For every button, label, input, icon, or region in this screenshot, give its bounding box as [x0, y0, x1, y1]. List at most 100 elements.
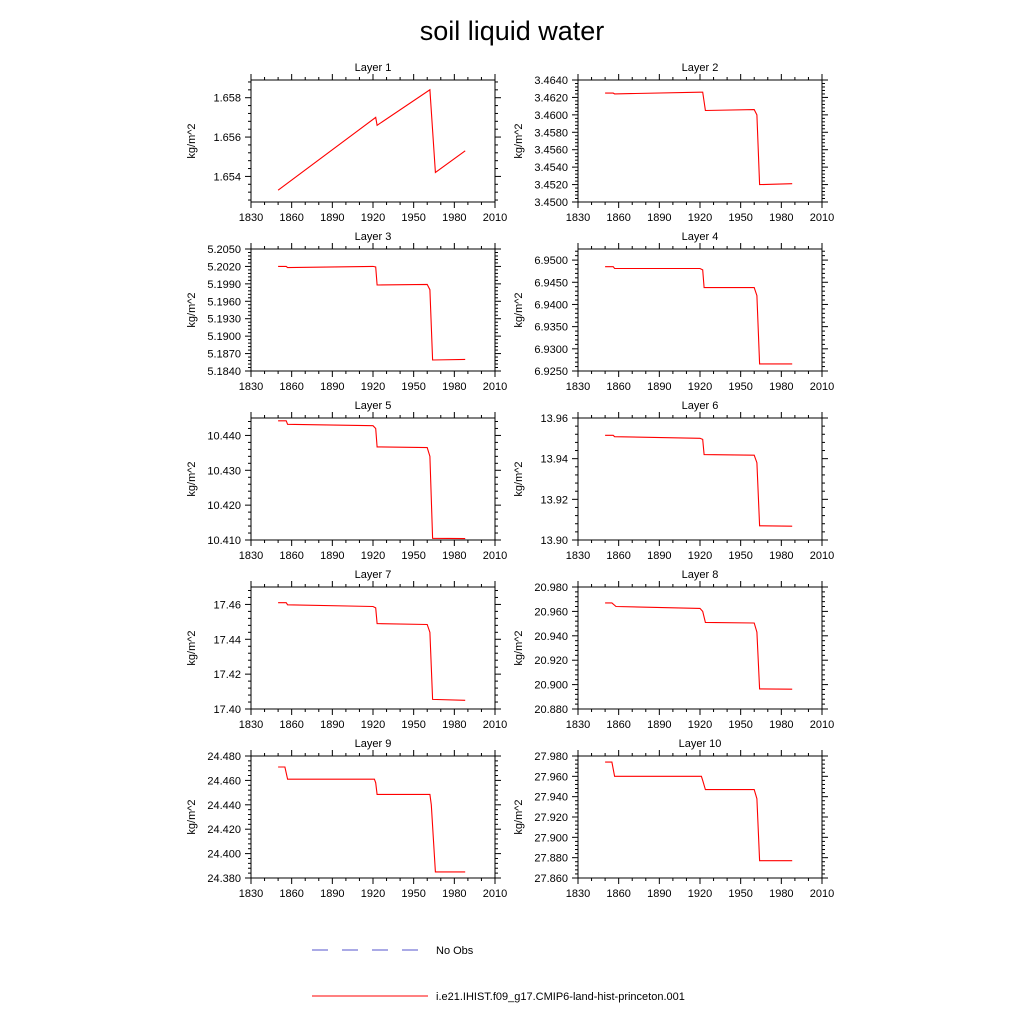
y-tick-label: 6.9500	[534, 255, 568, 267]
panel-title: Layer 3	[355, 231, 392, 243]
x-tick-label: 1830	[566, 381, 590, 393]
x-tick-label: 1830	[239, 550, 263, 562]
panel-title: Layer 8	[682, 569, 719, 581]
x-tick-label: 2010	[483, 888, 507, 900]
series-line-model	[605, 602, 793, 690]
plot-frame	[250, 755, 496, 879]
y-tick-label: 6.9300	[534, 344, 568, 356]
x-tick-label: 1890	[320, 212, 344, 224]
panel-layer-8: Layer 8 kg/m^2 1830 1860 1890 1920 1950 1980 201…	[513, 569, 834, 731]
y-tick-label: 13.92	[540, 494, 568, 506]
x-tick-label: 1920	[361, 381, 385, 393]
y-tick-label: 3.4600	[534, 110, 568, 122]
x-tick-label: 1890	[320, 888, 344, 900]
y-tick-label: 3.4640	[534, 75, 568, 87]
series-line-model	[278, 766, 466, 873]
x-tick-label: 2010	[810, 212, 834, 224]
plot-frame	[250, 417, 496, 541]
x-tick-label: 1860	[606, 381, 630, 393]
series-line-model	[278, 602, 466, 701]
y-axis-label: kg/m^2	[186, 123, 198, 158]
x-tick-label: 1950	[728, 719, 752, 731]
x-tick-label: 1920	[688, 719, 712, 731]
x-tick-label: 1860	[279, 888, 303, 900]
y-tick-label: 17.44	[213, 634, 241, 646]
y-axis-label: kg/m^2	[513, 292, 525, 327]
y-tick-label: 3.4500	[534, 197, 568, 209]
x-tick-label: 1980	[769, 550, 793, 562]
y-tick-label: 13.90	[540, 535, 568, 547]
y-tick-label: 5.1930	[207, 314, 241, 326]
x-tick-label: 1830	[566, 888, 590, 900]
y-tick-label: 24.480	[207, 751, 241, 763]
x-tick-label: 1950	[401, 381, 425, 393]
x-tick-label: 1890	[320, 719, 344, 731]
x-tick-label: 1950	[401, 550, 425, 562]
y-tick-label: 5.1840	[207, 366, 241, 378]
panel-layer-10: Layer 10 kg/m^2 1830 1860 1890 1920 1950 1980 20…	[513, 738, 834, 900]
y-tick-label: 3.4620	[534, 92, 568, 104]
y-tick-label: 24.420	[207, 824, 241, 836]
x-tick-label: 2010	[810, 550, 834, 562]
series-line-model	[278, 420, 466, 540]
y-tick-label: 1.654	[213, 171, 241, 183]
y-tick-label: 3.4520	[534, 180, 568, 192]
x-tick-label: 1980	[769, 381, 793, 393]
series-line-model	[277, 88, 466, 191]
x-tick-label: 2010	[483, 719, 507, 731]
x-tick-label: 1920	[361, 719, 385, 731]
y-tick-label: 27.860	[534, 873, 568, 885]
y-tick-label: 27.960	[534, 771, 568, 783]
panel-layer-6: Layer 6 kg/m^2 1830 1860 1890 1920 1950 1980 201…	[513, 400, 834, 562]
panel-layer-2: Layer 2 kg/m^2 1830 1860 1890 1920 1950 1980 201…	[513, 62, 834, 224]
series-line-model	[605, 434, 793, 527]
panel-title: Layer 2	[682, 62, 719, 74]
x-tick-label: 1980	[442, 550, 466, 562]
x-tick-label: 1890	[320, 550, 344, 562]
x-tick-label: 2010	[483, 212, 507, 224]
x-tick-label: 1950	[728, 888, 752, 900]
legend-obs-label: No Obs	[436, 945, 474, 957]
x-tick-label: 1950	[401, 888, 425, 900]
y-tick-label: 17.40	[213, 704, 241, 716]
x-tick-label: 1860	[606, 719, 630, 731]
y-tick-label: 13.94	[540, 454, 568, 466]
x-tick-label: 1860	[279, 550, 303, 562]
y-tick-label: 24.440	[207, 800, 241, 812]
y-tick-label: 1.658	[213, 93, 241, 105]
x-tick-label: 1860	[606, 212, 630, 224]
series-line-model	[605, 266, 793, 365]
x-tick-label: 1890	[647, 381, 671, 393]
x-tick-label: 2010	[483, 381, 507, 393]
y-tick-label: 10.440	[207, 430, 241, 442]
y-axis-label: kg/m^2	[186, 461, 198, 496]
x-tick-label: 1860	[279, 212, 303, 224]
y-tick-label: 5.2050	[207, 244, 241, 256]
x-tick-label: 1950	[401, 212, 425, 224]
y-tick-label: 20.880	[534, 704, 568, 716]
panel-title: Layer 4	[682, 231, 719, 243]
y-tick-label: 1.656	[213, 132, 241, 144]
y-tick-label: 20.900	[534, 680, 568, 692]
x-tick-label: 2010	[810, 888, 834, 900]
y-tick-label: 5.2020	[207, 261, 241, 273]
y-tick-label: 5.1990	[207, 279, 241, 291]
y-axis-label: kg/m^2	[186, 630, 198, 665]
x-tick-label: 1890	[647, 212, 671, 224]
figure-title: soil liquid water	[420, 16, 605, 46]
x-tick-label: 1920	[688, 888, 712, 900]
y-axis-label: kg/m^2	[513, 123, 525, 158]
x-tick-label: 1860	[279, 719, 303, 731]
x-tick-label: 1980	[442, 888, 466, 900]
y-tick-label: 27.880	[534, 853, 568, 865]
y-axis-label: kg/m^2	[513, 630, 525, 665]
series-line-model	[605, 91, 793, 186]
y-tick-label: 10.430	[207, 465, 241, 477]
panel-title: Layer 10	[679, 738, 722, 750]
x-tick-label: 1890	[647, 550, 671, 562]
y-tick-label: 20.940	[534, 631, 568, 643]
x-tick-label: 1980	[769, 212, 793, 224]
x-tick-label: 1830	[566, 212, 590, 224]
panel-grid: Layer 1 kg/m^2 1830 1860 1890 1920 1950 1980 201…	[186, 62, 834, 900]
y-tick-label: 6.9400	[534, 299, 568, 311]
